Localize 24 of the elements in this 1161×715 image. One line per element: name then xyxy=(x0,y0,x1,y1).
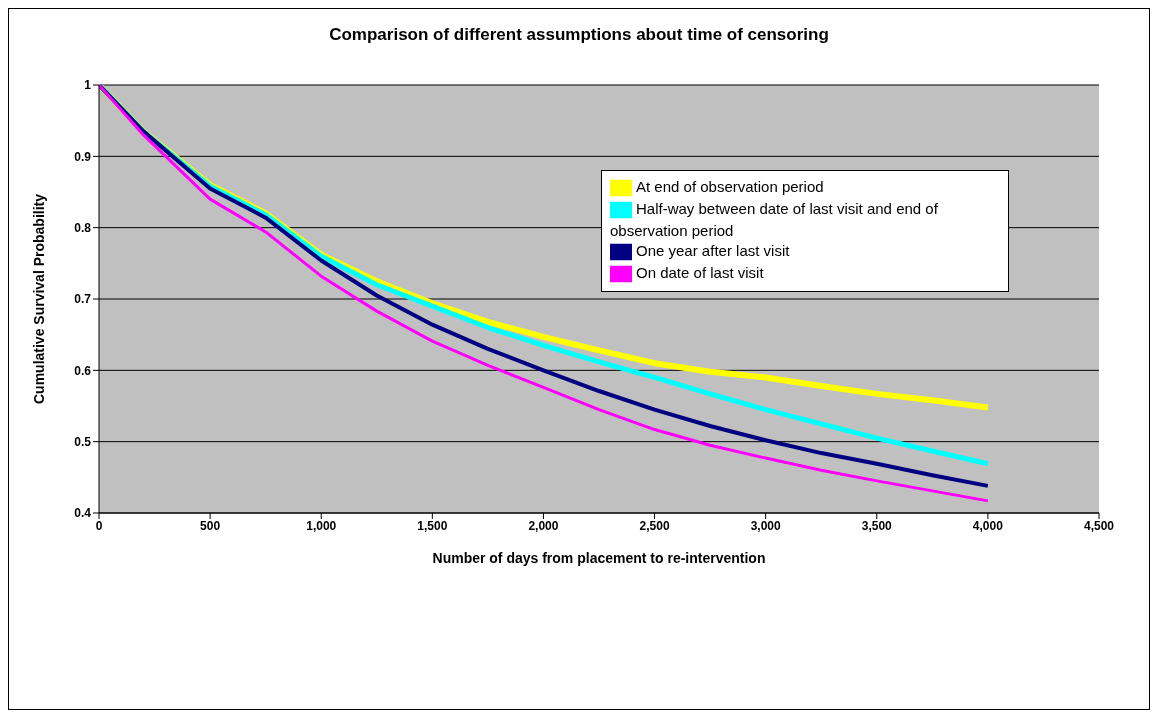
x-axis-title: Number of days from placement to re-intervention xyxy=(432,550,766,566)
legend-label: On date of last visit xyxy=(636,264,764,282)
x-tick-label: 1,500 xyxy=(417,518,448,533)
legend-label: At end of observation period xyxy=(636,178,824,196)
x-tick-label: 2,500 xyxy=(639,518,670,533)
y-tick-label: 0.5 xyxy=(74,434,92,449)
x-tick-label: 0 xyxy=(95,518,103,533)
x-tick-label: 2,000 xyxy=(528,518,559,533)
y-axis-title: Cumulative Survival Probability xyxy=(30,193,47,405)
legend-label: Half-way between date of last visit and end of observation period xyxy=(610,200,938,239)
x-tick-label: 4,000 xyxy=(972,518,1004,533)
y-tick-label: 0.4 xyxy=(74,506,92,521)
y-tick-label: 0.9 xyxy=(74,149,92,164)
x-tick-label: 4,500 xyxy=(1083,518,1115,533)
y-tick-label: 0.8 xyxy=(74,220,92,235)
legend-label: One year after last visit xyxy=(636,242,790,260)
x-tick-label: 3,500 xyxy=(861,518,893,533)
y-tick-label: 0.7 xyxy=(74,292,92,307)
y-tick-label: 0.6 xyxy=(74,363,92,378)
x-tick-label: 500 xyxy=(200,518,221,533)
y-tick-label: 1 xyxy=(84,78,92,93)
chart-title: Comparison of different assumptions about time of censoring xyxy=(328,25,830,46)
x-tick-label: 3,000 xyxy=(750,518,782,533)
x-tick-label: 1,000 xyxy=(306,518,337,533)
